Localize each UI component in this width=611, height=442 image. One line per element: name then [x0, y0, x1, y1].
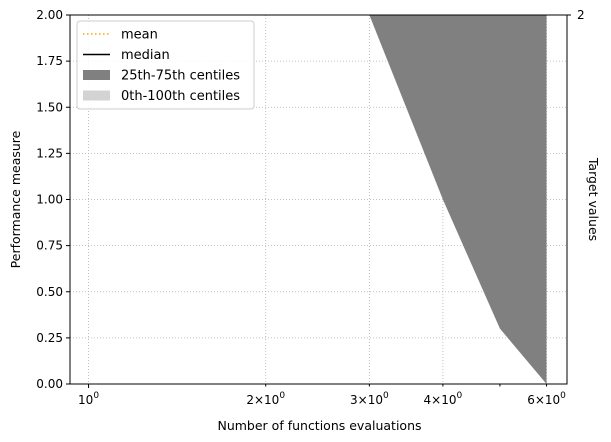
x-tick-label: 4×100 — [424, 391, 463, 407]
legend-label: 0th-100th centiles — [121, 89, 240, 104]
right-tick-label: 2 — [577, 8, 585, 22]
legend-box — [76, 20, 255, 110]
x-tick-label: 2×100 — [246, 391, 285, 407]
x-tick-label: 3×100 — [350, 391, 389, 407]
y-ticks: 0.00 0.25 0.50 0.75 1.00 1.25 1.50 1.75 2.00 — [36, 8, 70, 391]
y-tick-label: 0.75 — [36, 239, 63, 253]
y-tick-label: 1.50 — [36, 100, 63, 114]
centile-band-25-75 — [369, 15, 547, 384]
x-tick-label: 6×100 — [527, 391, 566, 407]
y-axis-label: Performance measure — [8, 130, 23, 268]
y-tick-label: 0.25 — [36, 331, 63, 345]
legend: mean median 25th-75th centiles 0th-100th ce… — [76, 20, 255, 110]
y-tick-label: 0.50 — [36, 285, 63, 299]
y-tick-label: 0.00 — [36, 377, 63, 391]
right-axis-label: Target values — [586, 157, 601, 241]
legend-patch-swatch — [83, 90, 110, 101]
legend-label: 25th-75th centiles — [121, 69, 240, 84]
y-tick-label: 1.00 — [36, 193, 63, 207]
y-tick-label: 1.25 — [36, 146, 63, 160]
right-axis-tick: 2 — [567, 8, 585, 22]
x-axis-label: Number of functions evaluations — [217, 418, 421, 433]
legend-label: median — [121, 48, 170, 63]
chart-areas — [369, 15, 547, 384]
y-tick-label: 2.00 — [36, 8, 63, 22]
legend-label: mean — [121, 28, 158, 43]
x-tick-label: 100 — [78, 391, 99, 407]
legend-patch-swatch — [83, 70, 110, 80]
y-tick-label: 1.75 — [36, 54, 63, 68]
x-ticks: 100 2×100 3×100 4×100 6×100 — [78, 384, 566, 407]
